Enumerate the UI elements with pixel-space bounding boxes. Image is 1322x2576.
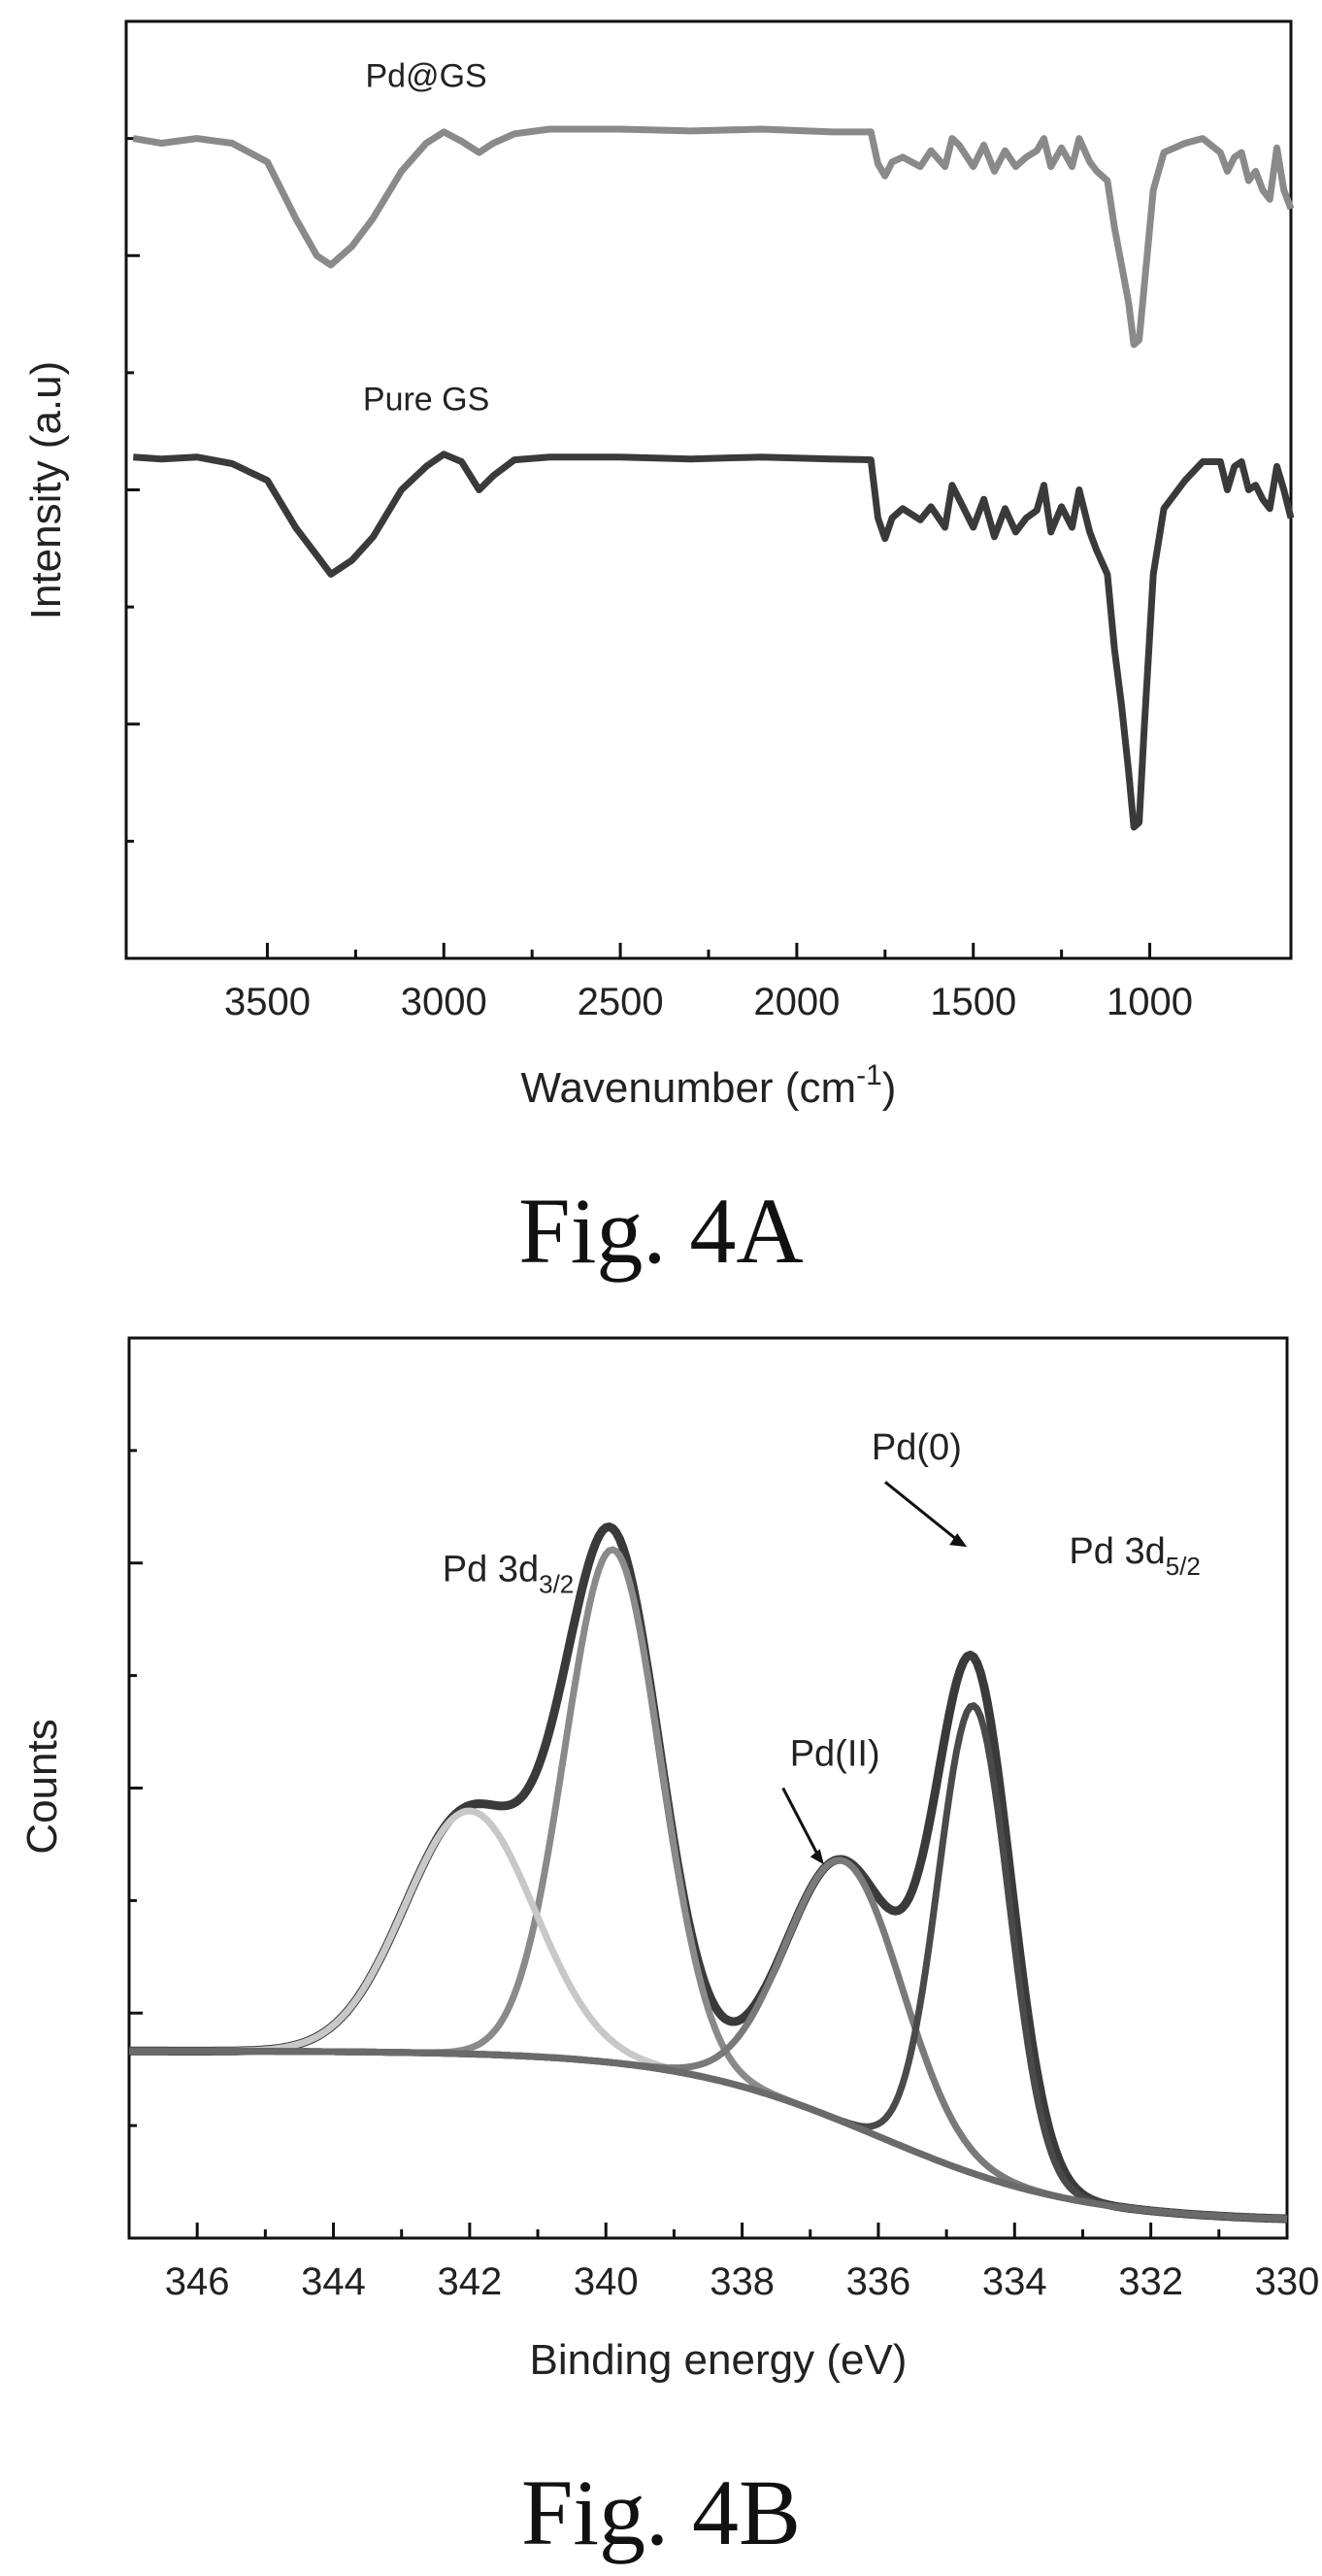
annotation-pd-0: Pd(0) bbox=[872, 1427, 962, 1468]
x-tick-label-344: 344 bbox=[301, 2260, 366, 2303]
y-ticks-4a bbox=[126, 137, 140, 843]
x-tick-label-332: 332 bbox=[1118, 2260, 1183, 2303]
x-tick-label-338: 338 bbox=[710, 2260, 775, 2303]
series-line-pd-3d3-2-component bbox=[129, 1546, 1288, 2223]
plot-frame-4a bbox=[124, 19, 1293, 960]
x-ticks-4a: 3500 3000 2500 2000 1500 1000 bbox=[224, 943, 1193, 1023]
caption-fig-4a: Fig. 4A bbox=[518, 1179, 803, 1283]
x-axis-label-4b: Binding energy (eV) bbox=[530, 2336, 908, 2384]
x-tick-label-2500: 2500 bbox=[578, 981, 664, 1023]
annotation-pd-3d5-2: Pd 3d5/2 bbox=[1069, 1531, 1200, 1581]
series-label-pd-gs: Pd@GS bbox=[365, 58, 486, 95]
series-line-envelope bbox=[128, 1522, 1288, 2224]
caption-fig-4b: Fig. 4B bbox=[521, 2460, 801, 2564]
x-tick-label-330: 330 bbox=[1255, 2260, 1320, 2303]
arrow-pd0 bbox=[884, 1481, 965, 1547]
x-tick-label-2000: 2000 bbox=[753, 981, 840, 1023]
y-axis-label-4b: Counts bbox=[18, 1719, 66, 1854]
x-tick-label-340: 340 bbox=[574, 2260, 639, 2303]
series-group-4a bbox=[132, 125, 1295, 831]
x-tick-label-1000: 1000 bbox=[1107, 981, 1193, 1023]
annotation-pd-ii: Pd(II) bbox=[790, 1733, 880, 1774]
series-line-pd-0-component bbox=[129, 1702, 1288, 2223]
arrow-head-pdii bbox=[810, 1849, 824, 1865]
series-group-4b bbox=[128, 1522, 1288, 2224]
x-tick-label-1500: 1500 bbox=[930, 981, 1016, 1023]
y-ticks-4b bbox=[129, 1449, 143, 2127]
x-tick-label-334: 334 bbox=[982, 2260, 1047, 2303]
x-tick-label-3000: 3000 bbox=[401, 981, 487, 1023]
plot-frame-4b bbox=[127, 1336, 1289, 2240]
x-tick-label-346: 346 bbox=[165, 2260, 230, 2303]
x-tick-label-342: 342 bbox=[438, 2260, 503, 2303]
x-ticks-4b: 346 344 342 340 338 336 334 332 330 bbox=[165, 2223, 1320, 2303]
y-axis-label-4a: Intensity (a.u) bbox=[22, 361, 70, 620]
series-line-pure-gs bbox=[133, 451, 1295, 831]
annotations-4b: Pd(0) Pd 3d5/2 Pd 3d3/2 Pd(II) bbox=[443, 1427, 1201, 1865]
series-label-pure-gs: Pure GS bbox=[363, 381, 489, 418]
x-axis-label-main: Wavenumber (cm bbox=[521, 1064, 857, 1112]
arrow-pdii bbox=[781, 1787, 822, 1861]
x-axis-label-4a: Wavenumber (cm-1) bbox=[521, 1059, 897, 1112]
x-tick-label-336: 336 bbox=[846, 2260, 911, 2303]
annotation-pd-3d3-2: Pd 3d3/2 bbox=[443, 1549, 574, 1598]
chart-4a: 3500 3000 2500 2000 1500 1000 Pd@GS Pure GS I… bbox=[22, 19, 1295, 1283]
series-line-background bbox=[129, 2047, 1288, 2223]
series-line-pd-gs bbox=[132, 125, 1295, 349]
chart-4b: 346 344 342 340 338 336 334 332 330 Pd(0) Pd 3d5/… bbox=[18, 1336, 1320, 2564]
arrow-head-pd0 bbox=[949, 1533, 968, 1548]
x-axis-label-close: ) bbox=[882, 1064, 897, 1112]
x-tick-label-3500: 3500 bbox=[224, 981, 311, 1023]
x-axis-label-superscript: -1 bbox=[856, 1059, 882, 1091]
